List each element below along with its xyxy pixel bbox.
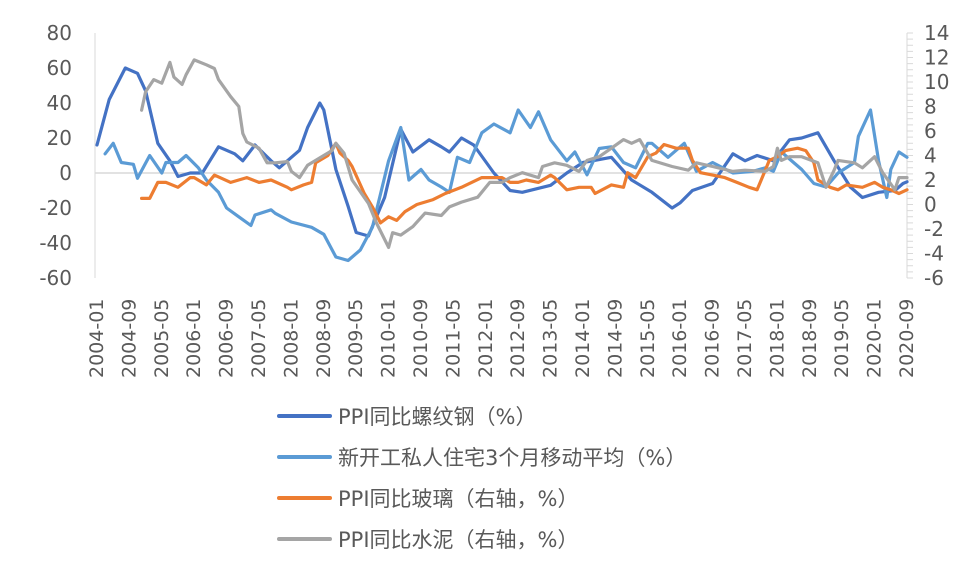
x-tick-label: 2017-05 — [734, 299, 756, 378]
left-tick-label: 20 — [47, 126, 72, 150]
legend: PPI同比螺纹钢（%） 新开工私人住宅3个月移动平均（%） PPI同比玻璃（右轴… — [277, 395, 686, 559]
x-tick-label: 2013-05 — [540, 299, 562, 378]
x-tick-label: 2008-01 — [280, 299, 302, 378]
legend-item-cement-ppi: PPI同比水泥（右轴，%） — [277, 518, 686, 559]
legend-swatch — [277, 495, 332, 500]
series-line-2 — [140, 141, 909, 225]
x-tick-label: 2012-01 — [475, 299, 497, 378]
x-tick-label: 2010-09 — [410, 299, 432, 378]
x-tick-label: 2019-05 — [831, 299, 853, 378]
right-tick-label: 8 — [924, 95, 937, 119]
legend-item-housing-starts: 新开工私人住宅3个月移动平均（%） — [277, 436, 686, 477]
x-tick-label: 2005-05 — [151, 299, 173, 378]
left-tick-label: 40 — [47, 91, 72, 115]
x-tick-label: 2004-09 — [118, 299, 140, 378]
left-tick-label: -20 — [39, 196, 72, 220]
left-tick-label: -60 — [39, 266, 72, 290]
right-tick-label: 4 — [924, 144, 937, 168]
x-tick-label: 2008-09 — [313, 299, 335, 378]
legend-swatch — [277, 413, 332, 418]
legend-swatch — [277, 536, 332, 541]
x-tick-label: 2007-05 — [248, 299, 270, 378]
legend-swatch — [277, 454, 332, 459]
right-tick-label: -2 — [924, 217, 944, 241]
left-tick-label: 80 — [47, 21, 72, 45]
series-line-1 — [103, 108, 909, 263]
x-tick-label: 2006-01 — [183, 299, 205, 378]
x-tick-label: 2010-01 — [378, 299, 400, 378]
legend-item-glass-ppi: PPI同比玻璃（右轴，%） — [277, 477, 686, 518]
x-tick-label: 2006-09 — [216, 299, 238, 378]
x-tick-label: 2012-09 — [507, 299, 529, 378]
right-tick-label: 10 — [924, 70, 949, 94]
x-tick-label: 2015-05 — [637, 299, 659, 378]
x-tick-label: 2016-01 — [669, 299, 691, 378]
left-tick-label: -40 — [39, 231, 72, 255]
x-tick-label: 2018-09 — [799, 299, 821, 378]
legend-label: PPI同比水泥（右轴，%） — [338, 527, 579, 552]
legend-label: PPI同比螺纹钢（%） — [338, 404, 537, 429]
right-tick-label: -6 — [924, 266, 944, 290]
legend-label: 新开工私人住宅3个月移动平均（%） — [338, 445, 687, 470]
legend-label: PPI同比玻璃（右轴，%） — [338, 486, 579, 511]
legend-item-rebar-ppi: PPI同比螺纹钢（%） — [277, 395, 686, 436]
left-tick-label: 0 — [59, 161, 72, 185]
x-tick-label: 2011-05 — [442, 299, 464, 378]
left-tick-label: 60 — [47, 56, 72, 80]
right-tick-label: 6 — [924, 119, 937, 143]
x-tick-label: 2014-09 — [604, 299, 626, 378]
right-tick-label: 2 — [924, 168, 937, 192]
x-tick-label: 2004-01 — [86, 299, 108, 378]
right-tick-label: 14 — [924, 21, 949, 45]
x-tick-label: 2016-09 — [702, 299, 724, 378]
x-tick-label: 2014-01 — [572, 299, 594, 378]
right-tick-label: -4 — [924, 242, 944, 266]
x-tick-label: 2018-01 — [766, 299, 788, 378]
right-tick-label: 0 — [924, 193, 937, 217]
x-tick-label: 2020-01 — [864, 299, 886, 378]
series-line-3 — [140, 58, 909, 249]
x-tick-label: 2020-09 — [896, 299, 918, 378]
right-tick-label: 12 — [924, 46, 949, 70]
x-tick-label: 2009-05 — [345, 299, 367, 378]
